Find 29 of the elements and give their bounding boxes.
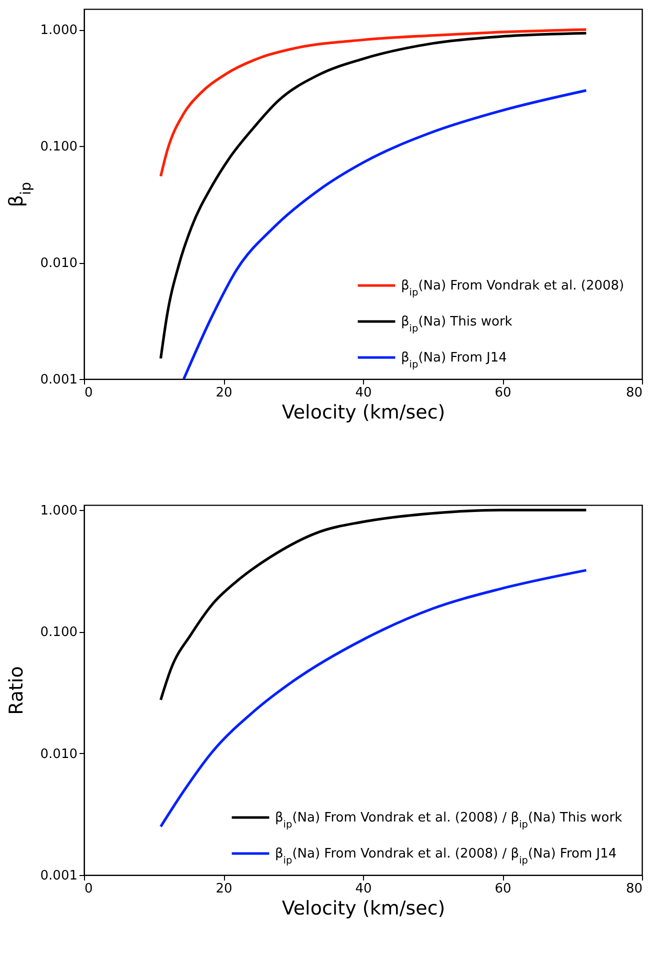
x-tick-label: 60	[494, 386, 512, 400]
y-tick-label: 0.010	[40, 256, 78, 272]
x-tick-label: 20	[216, 386, 232, 400]
x-tick-label: 80	[626, 882, 642, 896]
x-tick-label: 60	[494, 882, 512, 896]
x-axis-title: Velocity (km/sec)	[282, 402, 446, 424]
y-tick-label: 0.100	[40, 625, 78, 640]
x-tick-label: 40	[355, 882, 372, 896]
legend-label: β$_{ip}$(Na) From Vondrak et al. (2008) / β$_{ip}$(Na) From J14	[275, 846, 617, 866]
x-tick-label: 80	[626, 386, 642, 400]
x-tick-label: 40	[355, 386, 372, 400]
line-series	[159, 28, 588, 178]
line-series	[159, 568, 588, 828]
legend-label: β$_{ip}$(Na) From Vondrak et al. (2008) / β$_{ip}$(Na) This work	[275, 810, 623, 830]
y-tick-label: 0.100	[40, 140, 78, 155]
y-axis-title: Ratio	[5, 666, 28, 715]
y-tick-label: 0.010	[40, 746, 78, 762]
y-tick-label: 0.001	[40, 868, 78, 884]
x-tick-label: 20	[216, 882, 232, 896]
legend-label: β$_{ip}$(Na) From Vondrak et al. (2008)	[401, 278, 624, 298]
legend-label: β$_{ip}$(Na) From J14	[401, 350, 507, 370]
x-tick-label: 0	[84, 882, 93, 896]
y-tick-label: 0.001	[40, 372, 78, 388]
legend-label: β$_{ip}$(Na) This work	[401, 314, 513, 334]
x-tick-label: 0	[84, 386, 93, 400]
y-tick-label: 1.000	[40, 23, 78, 38]
line-series	[159, 508, 588, 702]
x-axis-title: Velocity (km/sec)	[282, 898, 446, 920]
y-tick-label: 1.000	[40, 504, 78, 519]
